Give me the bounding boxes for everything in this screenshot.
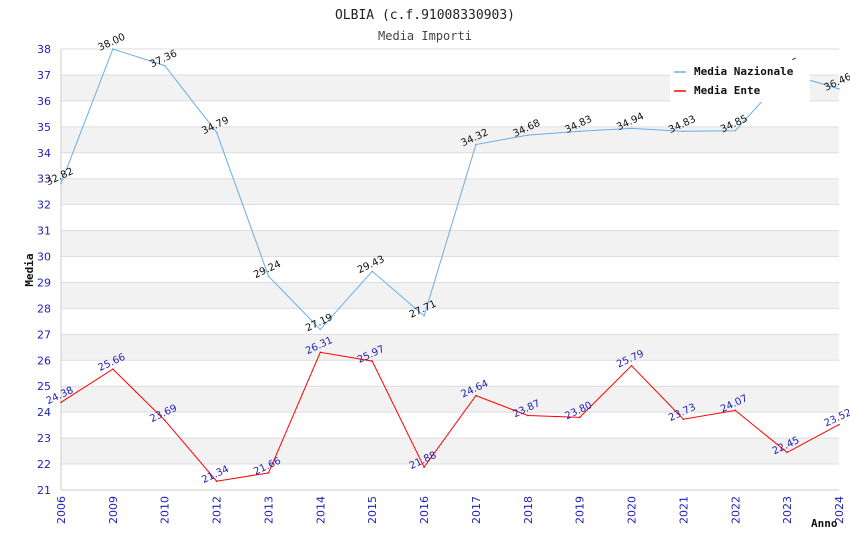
grid-band [61, 334, 839, 361]
x-axis-ticks: 2006 2009 2010 2012 2013 2014 2015 2016 2017 2018… [55, 496, 846, 524]
x-tick-label: 2019 [574, 496, 587, 524]
x-tick-label: 2018 [522, 496, 535, 524]
data-point [112, 368, 114, 370]
grid-band [61, 178, 839, 205]
data-label: 37.36 [148, 48, 179, 70]
x-tick-label: 2020 [626, 496, 639, 524]
data-label: 27.19 [304, 312, 335, 334]
y-tick-label: 29 [37, 276, 51, 289]
data-point [630, 127, 633, 130]
series-line-ente [60, 351, 840, 482]
data-point [163, 64, 166, 67]
data-point [215, 131, 218, 134]
data-point [60, 401, 62, 404]
data-point [371, 360, 374, 362]
chart-subtitle: Media Importi [378, 29, 472, 43]
x-tick-label: 2015 [366, 496, 379, 524]
y-tick-label: 37 [37, 69, 51, 82]
data-point [527, 414, 529, 417]
data-point [734, 409, 737, 412]
x-tick-label: 2009 [107, 496, 120, 524]
x-tick-label: 2014 [314, 496, 327, 524]
y-tick-label: 32 [37, 199, 51, 212]
y-axis-ticks: 21 22 23 24 25 26 27 28 29 30 31 32 33 34 35 36 37 38 [37, 43, 51, 497]
legend: Media Nazionale Media Ente [670, 60, 810, 102]
data-point [475, 394, 477, 397]
legend-label-ente: Media Ente [694, 84, 761, 97]
y-axis-label: Media [23, 253, 36, 286]
y-tick-label: 23 [37, 432, 51, 445]
data-point [267, 275, 270, 278]
data-point [630, 364, 633, 367]
x-tick-label: 2022 [729, 496, 742, 524]
data-point [319, 351, 322, 354]
x-tick-label: 2006 [55, 496, 68, 524]
data-point [838, 423, 840, 426]
y-tick-label: 22 [37, 458, 51, 471]
data-point [682, 130, 685, 133]
series-lines [60, 48, 840, 482]
grid-band [61, 438, 839, 465]
y-tick-label: 35 [37, 121, 51, 134]
data-point [319, 328, 322, 331]
y-tick-label: 25 [37, 380, 51, 393]
x-tick-label: 2021 [677, 496, 690, 524]
y-tick-label: 28 [37, 302, 51, 315]
data-point [734, 129, 737, 132]
data-point [682, 418, 685, 420]
data-point [163, 419, 166, 422]
data-point [215, 480, 218, 482]
y-tick-label: 34 [37, 147, 51, 160]
x-tick-label: 2023 [781, 496, 794, 524]
data-point [112, 48, 114, 50]
data-label: 29.24 [252, 259, 283, 281]
x-axis-label: Anno [811, 517, 838, 530]
grid-band [61, 230, 839, 257]
data-point [423, 466, 425, 468]
y-tick-label: 36 [37, 95, 51, 108]
x-tick-label: 2017 [470, 496, 483, 524]
y-tick-label: 38 [37, 43, 51, 56]
data-point [423, 315, 425, 317]
y-tick-label: 21 [37, 484, 51, 497]
y-tick-label: 31 [37, 225, 51, 238]
x-tick-label: 2010 [159, 496, 172, 524]
grid-band [61, 386, 839, 413]
data-point [578, 130, 581, 133]
y-tick-label: 26 [37, 354, 51, 367]
data-point [475, 143, 477, 146]
y-tick-label: 24 [37, 406, 51, 419]
x-tick-label: 2013 [262, 496, 275, 524]
x-tick-label: 2016 [418, 496, 431, 524]
y-tick-label: 33 [37, 173, 51, 186]
data-point [838, 88, 840, 90]
grid-band [61, 282, 839, 309]
legend-box [670, 60, 810, 102]
grid-bands [61, 74, 839, 465]
data-point [267, 472, 270, 474]
data-point [371, 270, 374, 273]
data-point [60, 182, 62, 185]
data-point [527, 134, 529, 136]
x-tick-label: 2024 [833, 496, 846, 524]
data-point [578, 416, 581, 419]
chart-title: OLBIA (c.f.91008330903) [335, 8, 515, 23]
legend-label-nazionale: Media Nazionale [694, 65, 794, 78]
y-tick-label: 27 [37, 328, 51, 341]
x-tick-label: 2012 [211, 496, 224, 524]
series-line-nazionale [60, 48, 840, 331]
data-point [786, 451, 788, 454]
grid-lines [60, 48, 839, 491]
y-tick-label: 30 [37, 251, 51, 264]
